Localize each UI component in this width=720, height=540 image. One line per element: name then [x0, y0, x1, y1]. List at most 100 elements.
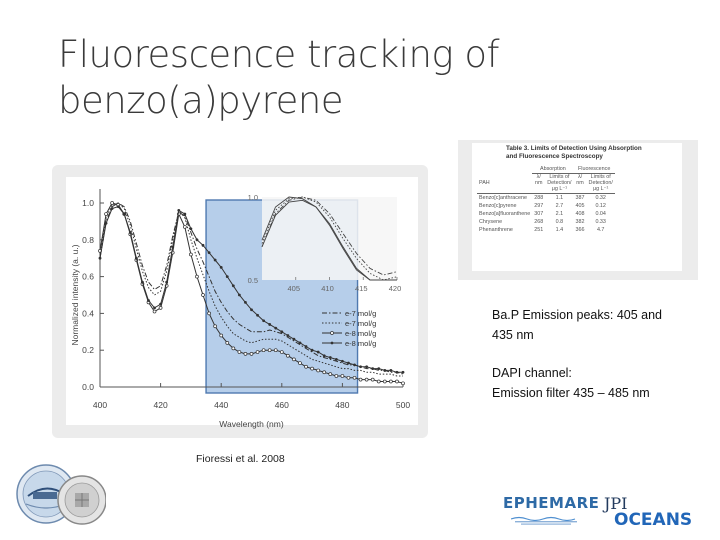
seal-right-icon	[57, 475, 106, 525]
series-point	[261, 348, 266, 353]
cell-fl-nm: 366	[575, 226, 585, 233]
emission-peaks-line-1: Ba.P Emission peaks: 405 and	[492, 308, 663, 322]
cell-abs-lod: 2.1	[555, 210, 564, 217]
col-fl-lod-1: Limits of	[590, 174, 611, 180]
series-point	[165, 280, 169, 284]
cell-abs-nm: 251	[534, 226, 544, 233]
series-point	[322, 354, 326, 358]
series-point	[353, 363, 356, 367]
series-point	[292, 337, 296, 341]
y-tick-label: 0.4	[82, 308, 94, 318]
cell-abs-lod: 0.8	[555, 218, 564, 225]
series-point	[262, 319, 266, 323]
y-tick-label: 1.0	[82, 198, 94, 208]
series-point	[128, 231, 132, 234]
series-point	[316, 368, 321, 373]
inset-background	[262, 197, 397, 280]
lod-table-image: Table 3. Limits of Detection Using Absor…	[472, 143, 682, 271]
series-point	[334, 358, 338, 361]
cell-fl-lod: 0.32	[595, 194, 606, 201]
university-seal-logos	[16, 464, 106, 525]
series-point	[279, 350, 284, 354]
series-point	[225, 275, 229, 278]
series-point	[401, 370, 405, 374]
series-point	[310, 366, 314, 371]
legend-label: e-7 mol/g	[345, 319, 376, 328]
cell-abs-lod: 2.7	[555, 202, 564, 209]
series-point	[189, 252, 193, 257]
series-point	[201, 243, 205, 247]
series-point	[225, 340, 230, 345]
series-point	[250, 308, 253, 312]
ephemare-wordmark: EPHEMARE	[503, 494, 600, 512]
cell-fl-nm: 408	[575, 210, 585, 217]
emission-peaks-line-2: 435 nm	[492, 328, 534, 342]
slide-title: Fluorescence tracking of benzo(a)pyrene	[58, 32, 538, 124]
cell-abs-nm: 297	[534, 202, 544, 209]
cell-pah: Benzo[c]anthracene	[479, 194, 527, 201]
series-point	[340, 374, 345, 378]
series-point	[376, 379, 381, 384]
series-point	[304, 364, 308, 369]
series-point	[159, 302, 162, 306]
inset-x-tick-label: 415	[355, 284, 368, 293]
series-point	[298, 361, 302, 365]
series-point	[152, 309, 157, 314]
series-point	[395, 379, 399, 384]
series-point	[286, 353, 290, 358]
table-group-row: Absorption Fluorescence	[477, 165, 615, 174]
x-tick-label: 440	[214, 400, 228, 410]
series-point	[219, 333, 224, 338]
table-row: Phenanthrene 251 1.4 366 4.7	[477, 226, 615, 234]
cell-abs-lod: 1.4	[555, 226, 564, 233]
table-row: Benzo[c]pyrene 297 2.7 405 0.12	[477, 202, 615, 210]
ephemare-wave-icon	[511, 516, 577, 525]
series-point	[328, 356, 332, 359]
series-point	[243, 352, 248, 356]
table-title-line-2: and Fluorescence Spectroscopy	[506, 153, 603, 160]
cell-pah: Phenanthrene	[479, 226, 513, 233]
dapi-channel-line-2: Emission filter 435 – 485 nm	[492, 386, 650, 400]
series-point	[171, 245, 175, 249]
col-abs-lod-3: μg L⁻¹	[545, 186, 574, 194]
series-point	[273, 348, 278, 353]
series-point	[134, 256, 138, 260]
series-line-1	[99, 202, 403, 377]
series-point	[298, 341, 302, 345]
title-line-1: Fluorescence tracking of	[58, 33, 500, 76]
table-row: Benzo[c]anthracene 288 1.1 387 0.32	[477, 193, 615, 202]
cell-fl-lod: 0.04	[595, 210, 606, 217]
series-point	[382, 379, 387, 384]
series-point	[395, 370, 399, 374]
inset-x-tick-label: 410	[321, 284, 334, 293]
legend-marker	[330, 331, 334, 335]
series-point	[231, 284, 235, 288]
jpi-oceans-logo: JPI OCEANS	[604, 494, 692, 530]
spectrum-chart: 400 420 440 460 480 500 0.0 0.2 0.4 0.6 0.8 1.0 Wave…	[66, 177, 418, 429]
series-point	[255, 350, 260, 354]
spectrum-chart-panel: 400 420 440 460 480 500 0.0 0.2 0.4 0.6 0.8 1.0 Wave…	[52, 165, 428, 438]
series-point	[286, 334, 290, 337]
series-point	[377, 367, 381, 370]
col-fl-lod-2: Detection/	[588, 180, 613, 186]
col-abs-lambda: λ/	[536, 174, 541, 180]
series-point	[244, 300, 247, 304]
series-point	[98, 256, 102, 260]
series-point	[274, 326, 278, 330]
y-axis-label: Normalized intensity (a. u.)	[70, 244, 80, 345]
cell-fl-lod: 4.7	[596, 226, 605, 233]
inset-x-tick-label: 405	[287, 284, 300, 293]
series-point	[304, 345, 308, 348]
series-point	[364, 377, 369, 382]
dapi-channel-line-1: DAPI channel:	[492, 366, 572, 380]
citation: Fioressi et al. 2008	[196, 453, 285, 465]
series-point	[256, 313, 259, 317]
cell-abs-nm: 288	[534, 194, 544, 201]
series-point	[141, 280, 144, 284]
series-point	[158, 306, 163, 310]
series-point	[365, 365, 369, 369]
series-point	[219, 266, 223, 269]
x-tick-label: 400	[93, 400, 107, 410]
series-point	[147, 299, 150, 302]
series-point	[201, 293, 205, 297]
